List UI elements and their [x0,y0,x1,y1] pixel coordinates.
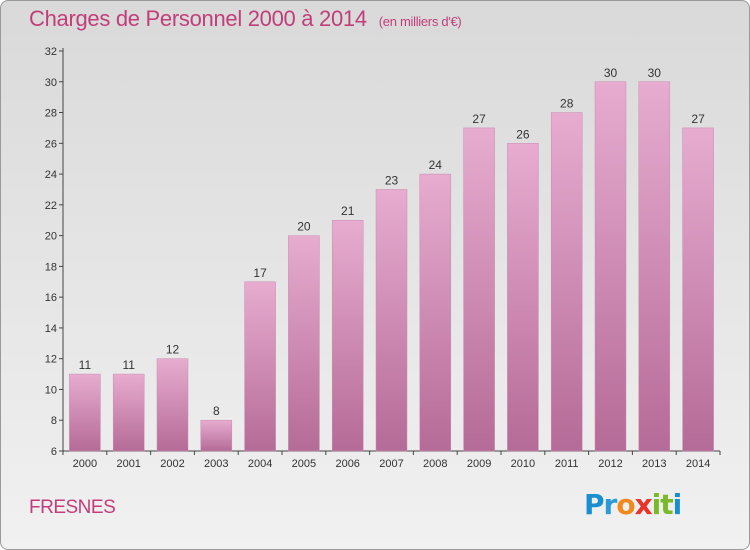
bar [594,81,627,452]
logo-letter: i [651,488,662,521]
bar [244,281,276,452]
x-tick-label: 2006 [335,458,359,470]
x-tick-label: 2004 [248,458,272,470]
logo-letter: P [584,488,605,521]
data-label: 23 [385,173,399,187]
x-tick-label: 2003 [204,458,228,470]
data-label: 12 [166,343,180,357]
x-tick-label: 2011 [555,458,579,470]
x-tick-label: 2010 [511,458,535,470]
bar [112,373,145,452]
proxiti-logo: Proxiti [584,488,683,521]
bar [550,112,583,452]
x-tick-label: 2014 [686,458,710,470]
bar [375,189,408,452]
x-tick-label: 2008 [423,458,447,470]
bar [682,127,714,452]
bar [463,127,495,452]
data-label: 26 [516,127,530,141]
data-label: 8 [213,404,220,418]
bar [200,419,233,452]
x-tick-label: 2012 [598,458,622,470]
data-label: 30 [648,66,662,80]
data-label: 17 [253,266,267,280]
x-tick-label: 2007 [379,458,403,470]
data-label: 30 [604,66,618,80]
y-tick-label: 6 [51,446,57,458]
y-tick-label: 12 [45,354,57,366]
y-tick-label: 22 [45,200,57,212]
y-tick-label: 28 [45,108,57,120]
bar [638,81,671,452]
y-tick-label: 24 [45,169,57,181]
data-label: 24 [429,158,443,172]
x-tick-label: 2000 [73,458,97,470]
y-tick-label: 26 [45,138,57,150]
y-tick-label: 30 [45,77,57,89]
y-tick-label: 10 [45,384,57,396]
chart-title: Charges de Personnel 2000 à 2014 (en mill… [29,6,462,32]
y-tick-label: 20 [45,231,57,243]
bar [507,143,539,452]
bar [156,358,189,452]
bar [419,173,452,452]
bar [331,219,364,452]
data-label: 21 [341,204,355,218]
bar [69,373,101,452]
logo-letter: o [616,488,635,521]
x-tick-label: 2009 [467,458,491,470]
y-tick-label: 32 [45,46,57,58]
data-label: 11 [122,358,135,372]
y-tick-label: 16 [45,292,57,304]
y-tick-label: 8 [51,415,57,427]
data-label: 11 [79,358,92,372]
x-tick-label: 2001 [116,458,140,470]
data-label: 20 [297,220,311,234]
data-label: 27 [691,112,705,126]
x-tick-label: 2002 [160,458,184,470]
y-tick-label: 18 [45,261,57,273]
logo-letter: r [603,488,618,521]
logo-letter: x [634,488,653,521]
chart-title-text: Charges de Personnel 2000 à 2014 [29,6,367,31]
y-tick-label: 14 [45,323,57,335]
data-label: 27 [472,112,486,126]
x-tick-label: 2005 [292,458,316,470]
logo-letter: i [672,488,683,521]
commune-name: FRESNES [29,497,116,518]
bar [288,235,320,452]
x-tick-label: 2013 [642,458,666,470]
data-label: 28 [560,97,574,111]
logo-letter: t [660,488,673,521]
chart-subtitle: (en milliers d'€) [378,14,462,29]
